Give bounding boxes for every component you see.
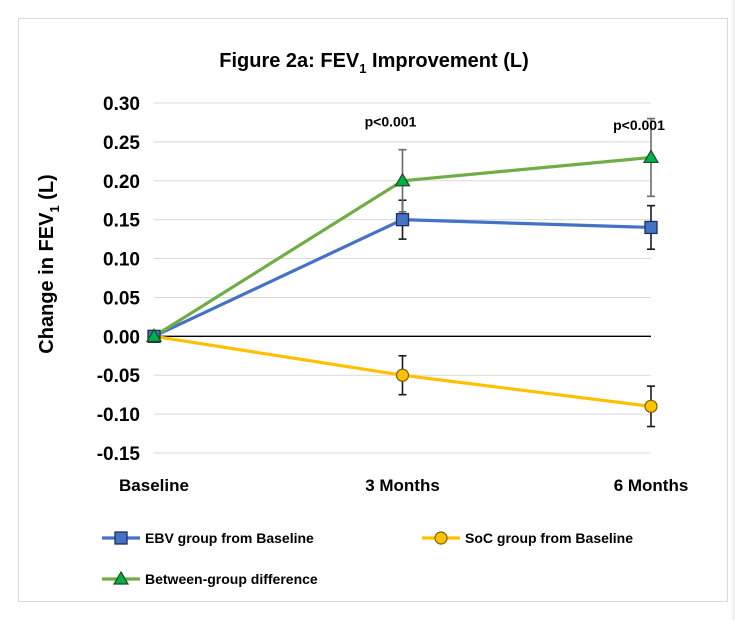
legend-item: Between-group difference bbox=[102, 570, 318, 587]
legend-label: EBV group from Baseline bbox=[145, 530, 314, 546]
y-axis-label-main: Change in FEV bbox=[36, 212, 58, 354]
p-value-annotation: p<0.001 bbox=[613, 117, 665, 133]
data-point bbox=[395, 213, 410, 227]
data-point bbox=[644, 399, 658, 413]
p-value-annotation: p<0.001 bbox=[365, 113, 417, 129]
y-axis-label: Change in FEV1 (L) bbox=[36, 174, 62, 353]
chart-frame: Figure 2a: FEV1 Improvement (L) Change i… bbox=[18, 18, 728, 602]
x-tick-labels: Baseline 3 Months 6 Months bbox=[119, 476, 688, 495]
chart-title: Figure 2a: FEV1 Improvement (L) bbox=[219, 50, 529, 76]
annotation-layer: p<0.001 p<0.001 bbox=[365, 113, 665, 133]
y-axis-label-subscript: 1 bbox=[47, 205, 62, 212]
data-point bbox=[644, 220, 658, 235]
chart-title-main: Figure 2a: FEV bbox=[219, 50, 360, 72]
legend-swatch-marker bbox=[114, 531, 128, 545]
chart-svg: Figure 2a: FEV1 Improvement (L) Change i… bbox=[36, 50, 688, 587]
y-tick-label: -0.05 bbox=[97, 366, 141, 387]
legend-swatch-marker bbox=[434, 531, 448, 545]
data-point bbox=[395, 368, 410, 382]
y-tick-label: 0.25 bbox=[103, 133, 140, 154]
y-tick-label: -0.15 bbox=[97, 444, 141, 465]
y-tick-label: 0.30 bbox=[103, 94, 140, 115]
chart-title-suffix: Improvement (L) bbox=[367, 50, 529, 72]
legend-swatch-marker bbox=[112, 570, 130, 585]
x-tick-label: 6 Months bbox=[614, 476, 689, 495]
x-tick-label: 3 Months bbox=[365, 476, 440, 495]
y-tick-label: 0.05 bbox=[103, 288, 140, 309]
data-point bbox=[642, 149, 660, 164]
chart-title-subscript: 1 bbox=[359, 61, 366, 76]
legend-label: SoC group from Baseline bbox=[465, 530, 633, 546]
y-tick-label: 0.10 bbox=[103, 250, 140, 271]
x-tick-label: Baseline bbox=[119, 476, 189, 495]
legend: EBV group from Baseline SoC group from Ba… bbox=[102, 530, 633, 587]
y-tick-label: 0.00 bbox=[103, 327, 140, 348]
y-tick-label: 0.20 bbox=[103, 172, 140, 193]
data-point bbox=[394, 172, 411, 187]
y-axis-label-suffix: (L) bbox=[36, 174, 58, 205]
y-tick-labels: -0.15 -0.10 -0.05 0.00 0.05 0.10 0.15 0.20 0.25 0… bbox=[97, 94, 141, 465]
legend-item: EBV group from Baseline bbox=[102, 530, 314, 546]
legend-item: SoC group from Baseline bbox=[422, 530, 633, 546]
y-tick-label: 0.15 bbox=[103, 211, 140, 232]
y-tick-label: -0.10 bbox=[97, 405, 140, 426]
data-point bbox=[145, 328, 163, 342]
series-layer bbox=[145, 117, 660, 428]
legend-label: Between-group difference bbox=[145, 571, 318, 587]
page-right-edge bbox=[732, 0, 735, 620]
